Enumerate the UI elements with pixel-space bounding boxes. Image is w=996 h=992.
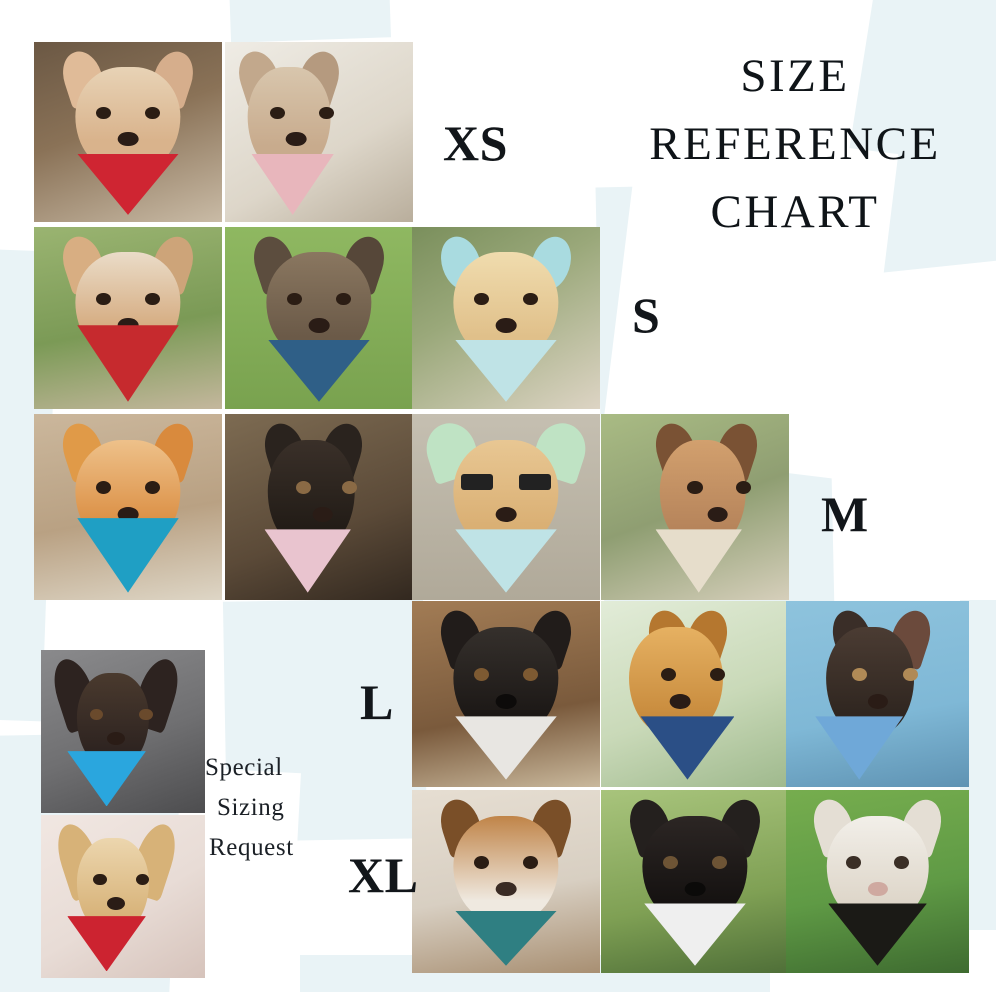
photo-cell-xl-3 — [786, 790, 969, 973]
photo-cell-l-1 — [412, 601, 600, 787]
photo-cell-m-1 — [34, 414, 222, 600]
size-label-m: M — [821, 486, 869, 542]
size-label-l: L — [360, 674, 394, 730]
photo-cell-m-3 — [412, 414, 600, 600]
size-label-xs: XS — [443, 115, 508, 171]
page-title: SIZE REFERENCE CHART — [600, 42, 990, 246]
pet-photo-xl-3 — [786, 790, 969, 973]
photo-cell-l-3 — [786, 601, 969, 787]
photo-cell-xs-2 — [225, 42, 413, 222]
background-shape-top-strip — [229, 0, 391, 43]
photo-cell-s-2 — [225, 227, 413, 409]
pet-photo-xs-2 — [225, 42, 413, 222]
special-sizing-line-3: Request — [209, 834, 294, 861]
pet-photo-xs-1 — [34, 42, 222, 222]
pet-photo-special-1 — [41, 650, 205, 813]
photo-cell-xs-1 — [34, 42, 222, 222]
pet-photo-s-2 — [225, 227, 413, 409]
pet-photo-special-2 — [41, 815, 205, 978]
pet-photo-s-1 — [34, 227, 222, 409]
pet-photo-s-3 — [412, 227, 600, 409]
size-label-xl: XL — [348, 847, 419, 903]
special-sizing-request-text: Special Sizing Request — [205, 748, 345, 868]
pet-photo-m-1 — [34, 414, 222, 600]
pet-photo-xl-2 — [601, 790, 789, 973]
pet-photo-xl-1 — [412, 790, 600, 973]
pet-photo-l-2 — [601, 601, 789, 787]
page-title-line-2: REFERENCE — [649, 118, 941, 171]
photo-cell-special-2 — [41, 815, 205, 978]
pet-photo-l-3 — [786, 601, 969, 787]
photo-cell-m-2 — [225, 414, 413, 600]
pet-photo-l-1 — [412, 601, 600, 787]
photo-cell-l-2 — [601, 601, 789, 787]
photo-cell-xl-2 — [601, 790, 789, 973]
photo-cell-special-1 — [41, 650, 205, 813]
page-title-line-1: SIZE — [740, 50, 850, 102]
size-label-s: S — [632, 287, 661, 343]
pet-photo-m-2 — [225, 414, 413, 600]
page-title-line-3: CHART — [710, 186, 880, 239]
photo-cell-s-3 — [412, 227, 600, 409]
pet-photo-m-4 — [601, 414, 789, 600]
special-sizing-line-1: Special — [205, 754, 283, 781]
photo-cell-s-1 — [34, 227, 222, 409]
pet-photo-m-3 — [412, 414, 600, 600]
photo-cell-m-4 — [601, 414, 789, 600]
photo-cell-xl-1 — [412, 790, 600, 973]
special-sizing-line-2: Sizing — [217, 794, 285, 821]
